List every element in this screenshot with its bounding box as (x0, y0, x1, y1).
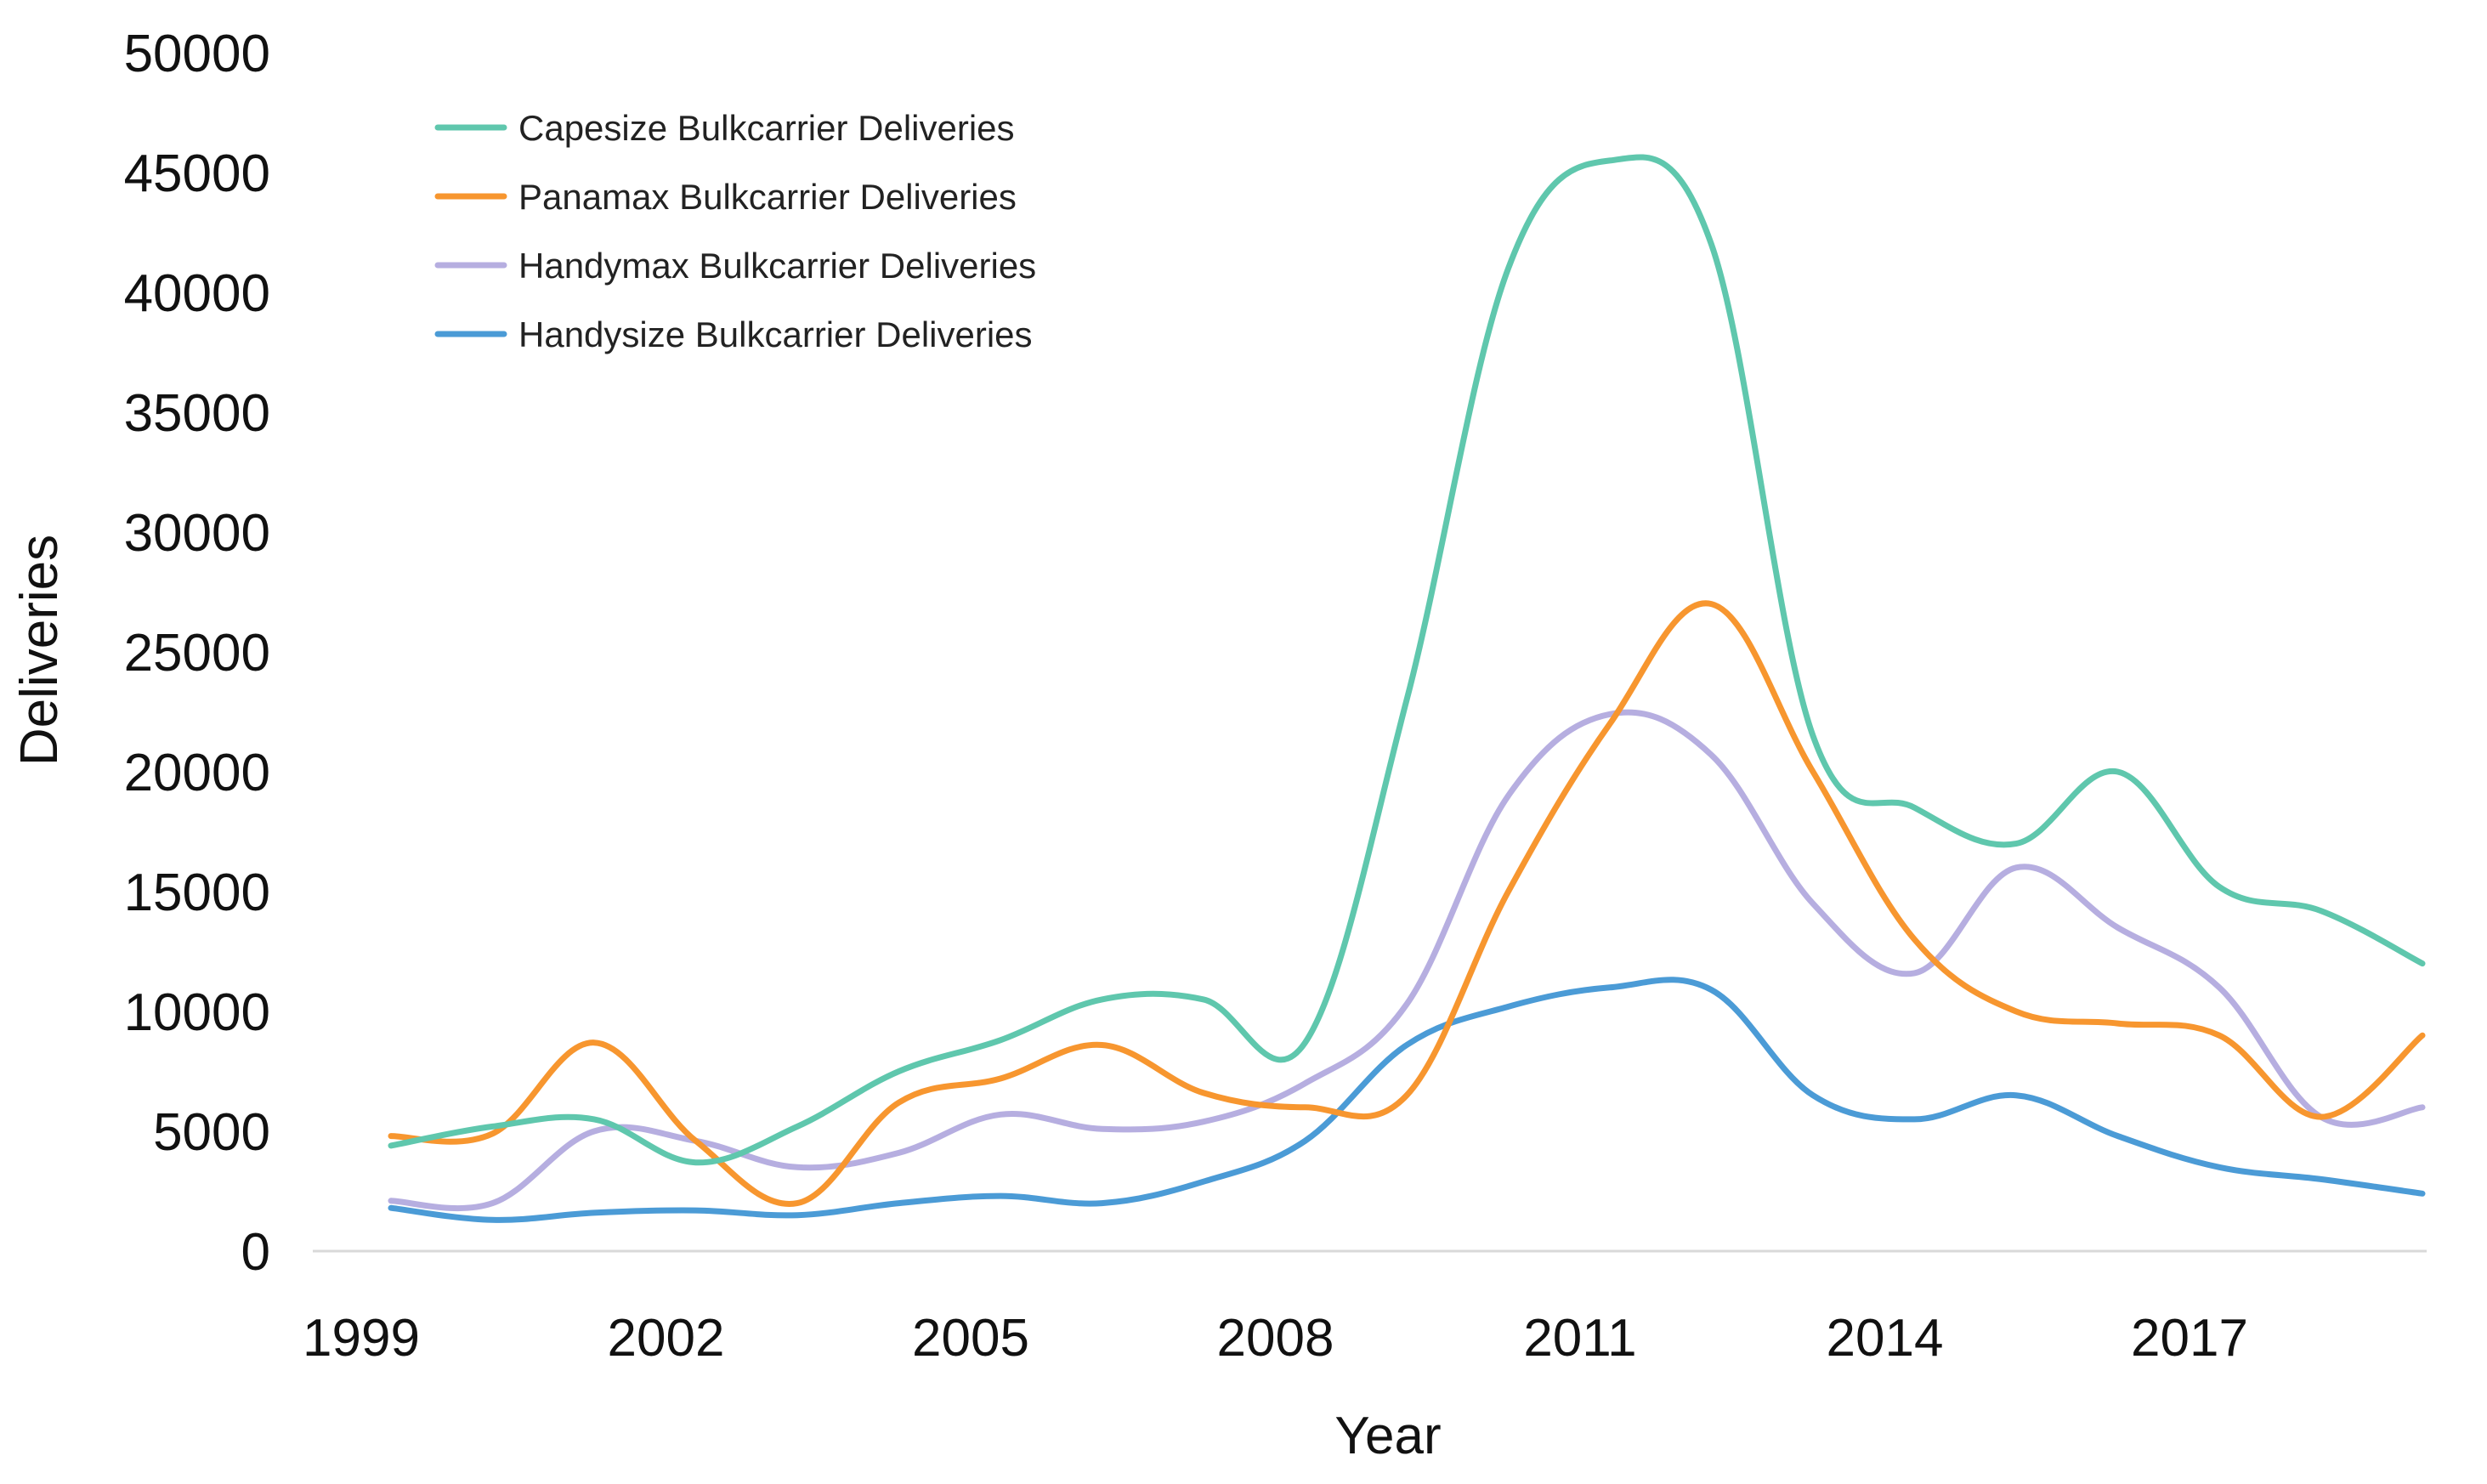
y-tick-label: 10000 (124, 983, 270, 1042)
x-tick-label: 2011 (1523, 1309, 1636, 1368)
x-tick-label: 2005 (912, 1309, 1029, 1368)
y-tick-label: 50000 (124, 25, 270, 83)
legend-label: Handysize Bulkcarrier Deliveries (518, 314, 1033, 354)
legend: Capesize Bulkcarrier Deliveries Panamax B… (434, 108, 1036, 354)
x-tick-label: 2002 (608, 1309, 725, 1368)
series-lines (388, 154, 2426, 1223)
legend-label: Panamax Bulkcarrier Deliveries (518, 177, 1017, 217)
y-axis-title: Deliveries (10, 535, 69, 766)
y-tick-label: 0 (241, 1223, 270, 1282)
series-line-2 (388, 600, 2426, 1208)
y-tick-label: 15000 (124, 864, 270, 922)
x-axis-title: Year (1334, 1407, 1441, 1465)
x-tick-label: 2014 (1827, 1309, 1944, 1368)
y-tick-label: 35000 (124, 384, 270, 443)
x-axis-ticks: 1999 2002 2005 2008 2011 2014 2017 (303, 1309, 2248, 1368)
legend-label: Capesize Bulkcarrier Deliveries (518, 108, 1015, 148)
x-tick-label: 2017 (2131, 1309, 2248, 1368)
legend-label: Handymax Bulkcarrier Deliveries (518, 246, 1036, 286)
y-tick-label: 45000 (124, 144, 270, 203)
series-line-4 (388, 977, 2426, 1223)
y-tick-label: 40000 (124, 264, 270, 323)
y-tick-label: 5000 (153, 1103, 270, 1162)
y-tick-label: 25000 (124, 624, 270, 683)
y-axis-ticks: 0 5000 10000 15000 20000 25000 30000 35000 40000… (124, 25, 270, 1282)
y-tick-label: 30000 (124, 504, 270, 563)
series-line-1 (388, 154, 2426, 1166)
y-tick-label: 20000 (124, 744, 270, 802)
x-tick-label: 1999 (303, 1309, 420, 1368)
x-tick-label: 2008 (1217, 1309, 1334, 1368)
